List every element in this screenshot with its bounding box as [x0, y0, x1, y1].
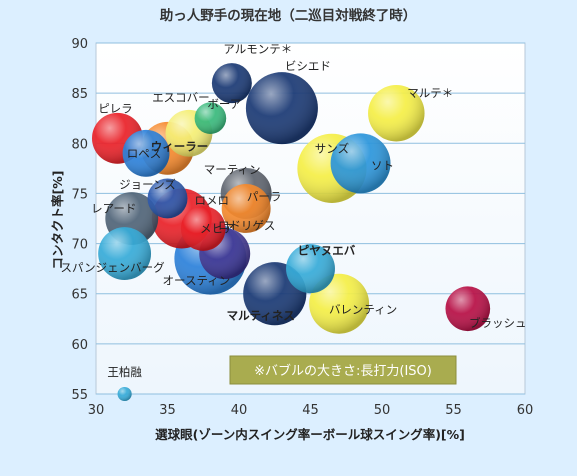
bubble-label: マーティン: [204, 162, 261, 176]
bubble-label: 王柏融: [107, 365, 142, 379]
bubble-gloss: [245, 72, 318, 145]
bubble-label: パーラ: [247, 189, 282, 203]
bubble: [368, 84, 425, 142]
chart-title: 助っ人野手の現在地（二巡目対戦終了時）: [160, 7, 417, 24]
bubble: [122, 129, 170, 177]
bubble: [98, 227, 152, 281]
bubble: [330, 133, 391, 194]
bubble: [286, 244, 335, 294]
bubble-label: ピヤヌエバ: [298, 244, 356, 258]
bubble-label: ビシエド: [285, 59, 331, 73]
y-axis-label: コンタクト率[%]: [50, 171, 65, 270]
bubble-label: ソト: [371, 158, 394, 172]
bubble-label: オースティン: [163, 274, 231, 288]
y-tick-label: 60: [71, 338, 88, 353]
bubble-label: マルティネス: [227, 309, 295, 323]
y-tick-label: 65: [71, 288, 88, 303]
x-tick-label: 40: [231, 403, 248, 418]
x-axis-label: 選球眼(ゾーン内スイング率ーボール球スイング率)[%]: [155, 427, 465, 442]
bubble: [245, 72, 318, 145]
bubbles: [91, 63, 491, 402]
bubble-label: ボーア: [207, 97, 241, 111]
bubble-label: レアード: [91, 202, 136, 216]
y-axis-ticks: 55 60 65 70 75 80 85 90: [71, 37, 88, 403]
bubble-label: ロメロ: [195, 194, 230, 208]
bubble: [211, 63, 252, 104]
bubble-gloss: [147, 178, 188, 219]
bubble-label: ピレラ: [98, 101, 133, 115]
x-tick-label: 55: [445, 403, 462, 418]
bubble: [221, 184, 271, 233]
y-tick-label: 55: [71, 388, 88, 403]
y-tick-label: 70: [71, 238, 88, 253]
note-box: ※バブルの大きさ:長打力(ISO): [229, 355, 457, 385]
bubble-label: ジョーンズ: [119, 177, 176, 191]
bubble-label: ブラッシュ: [469, 316, 527, 330]
bubble-label: ウィーラー: [151, 139, 209, 153]
bubble-label: エスコバー: [152, 90, 210, 104]
bubble-gloss: [368, 84, 425, 142]
bubble: [194, 102, 227, 135]
bubble-gloss: [286, 244, 335, 294]
bubble-label: バレンティン: [329, 303, 397, 317]
bubble-label: マルテ＊: [407, 86, 453, 100]
bubble-gloss: [221, 184, 271, 233]
y-tick-label: 75: [71, 187, 88, 202]
bubble: [180, 206, 226, 251]
x-tick-label: 30: [88, 403, 105, 418]
bubble-gloss: [122, 129, 170, 177]
bubble: [117, 386, 132, 402]
bubble-label: アルモンテ＊: [223, 42, 292, 56]
bubble-gloss: [117, 386, 132, 402]
y-tick-label: 80: [71, 137, 88, 152]
bubble-gloss: [180, 206, 226, 251]
bubble-label: サンズ: [315, 141, 349, 155]
bubble-label: メヒア: [200, 222, 235, 236]
bubble-gloss: [211, 63, 252, 104]
bubble: [445, 286, 491, 332]
y-tick-label: 85: [71, 87, 88, 102]
bubble-label: ロドリゲス: [218, 219, 276, 233]
note-text: ※バブルの大きさ:長打力(ISO): [254, 363, 432, 379]
x-tick-label: 35: [159, 403, 176, 418]
bubble-gloss: [445, 286, 491, 332]
y-tick-label: 90: [71, 37, 88, 52]
bubble-label: スパンジェンバーグ: [61, 261, 166, 275]
bubble: [147, 178, 188, 219]
x-tick-label: 60: [517, 403, 534, 418]
x-tick-label: 50: [374, 403, 391, 418]
bubble-label: ロペス: [127, 146, 162, 160]
x-axis-ticks: 30 35 40 45 50 55 60: [88, 403, 534, 418]
bubble-gloss: [330, 133, 391, 194]
x-tick-label: 45: [302, 403, 319, 418]
bubble-gloss: [194, 102, 227, 135]
bubble-gloss: [98, 227, 152, 281]
